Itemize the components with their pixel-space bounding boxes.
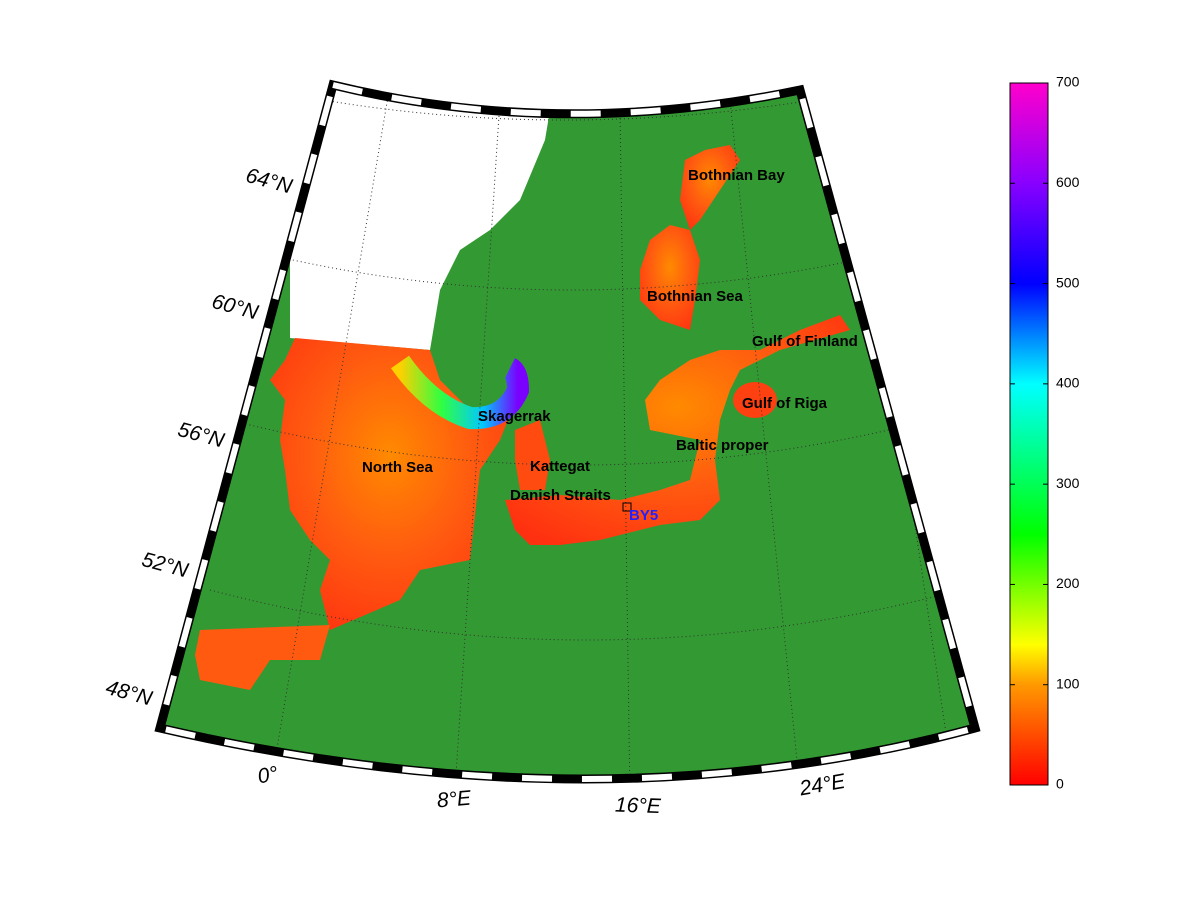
longitude-label: 0° [256,762,280,788]
bothnian-sea [640,225,700,330]
bothnian-bay [680,145,740,230]
region-label: Gulf of Finland [752,333,858,350]
region-label: Bothnian Bay [688,167,785,184]
gulf-of-riga [733,382,777,418]
region-label: Gulf of Riga [742,395,828,412]
latitude-label: 56°N [175,418,227,453]
colorbar-tick-label: 700 [1056,74,1080,90]
region-label: Skagerrak [478,408,551,425]
region-label: Kattegat [530,458,590,475]
region-label: Bothnian Sea [647,288,744,305]
station-label: BY5 [629,507,658,524]
region-label: North Sea [362,459,434,476]
longitude-label: 8°E [436,787,473,813]
colorbar-tick-label: 500 [1056,274,1080,290]
english-channel [195,625,330,690]
colorbar [1009,82,1049,786]
skagerrak-trench [390,355,530,430]
latitude-label: 48°N [103,676,155,711]
region-label: Danish Straits [510,487,611,504]
colorbar-tick-label: 300 [1056,475,1080,491]
latitude-label: 52°N [139,548,191,583]
colorbar-tick-label: 100 [1056,675,1080,691]
region-label: Baltic proper [676,437,769,454]
frame [154,79,981,784]
latitude-label: 60°N [209,290,261,325]
kattegat [515,420,550,490]
longitude-label: 24°E [797,770,848,801]
station-marker [622,502,632,512]
longitude-label: 16°E [615,794,663,819]
colorbar-tick-label: 200 [1056,575,1080,591]
baltic [505,315,850,545]
colorbar-tick-label: 0 [1056,776,1064,792]
colorbar-tick-label: 600 [1056,174,1080,190]
colorbar-tick-label: 400 [1056,375,1080,391]
latitude-label: 64°N [243,164,295,199]
